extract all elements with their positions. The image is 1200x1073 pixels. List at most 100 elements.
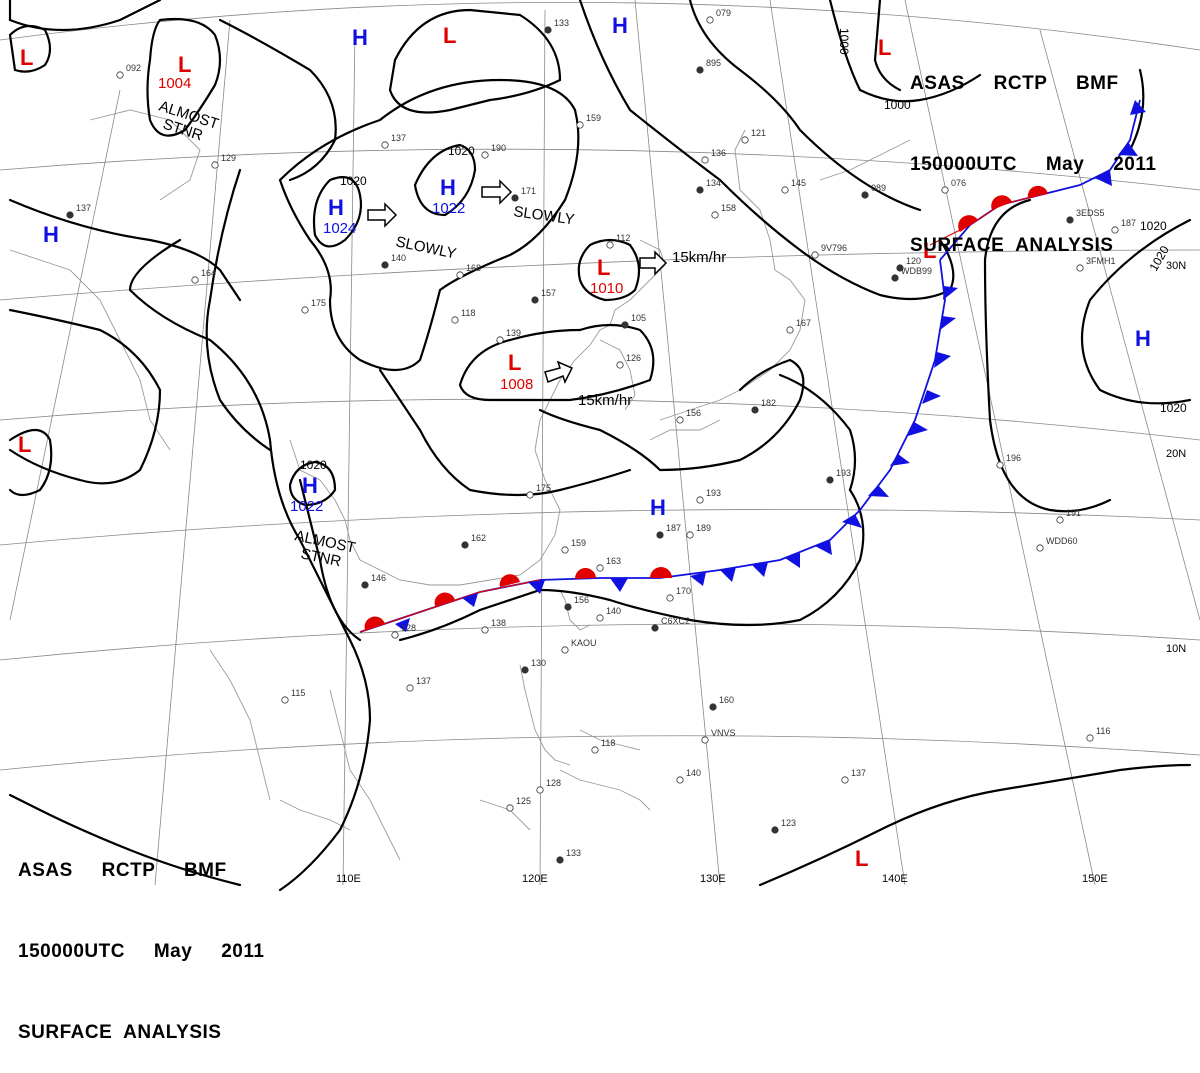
station-value: 120 — [906, 256, 921, 266]
station-plots: 133 079 092 895 159 190 171 137 129 137 164 175 140 1… — [66, 8, 1136, 864]
low-pressure-value: 1004 — [158, 75, 191, 92]
low-pressure-symbol: L — [878, 35, 891, 60]
high-pressure-value: 1022 — [432, 200, 465, 217]
high-pressure-symbol: H — [352, 25, 368, 50]
high-pressure-value: 1024 — [323, 220, 356, 237]
coastlines — [9, 109, 911, 861]
station-circle — [676, 776, 684, 784]
station-value: 145 — [791, 178, 806, 188]
station-circle — [591, 746, 599, 754]
station-circle — [696, 66, 704, 74]
high-pressure-symbol: H — [328, 195, 344, 220]
high-pressure-symbol: H — [302, 473, 318, 498]
movement-note: 15km/hr — [672, 249, 726, 266]
low-pressure-symbol: L — [508, 350, 521, 375]
station-value: 139 — [506, 328, 521, 338]
station-circle — [526, 491, 534, 499]
longitude-label: 140E — [882, 873, 908, 885]
header-top-right: ASAS RCTP BMF 150000UTC May 2011 SURFACE… — [910, 16, 1156, 286]
station-value: 130 — [531, 658, 546, 668]
station-value: 3EDS5 — [1076, 208, 1105, 218]
station-circle — [941, 186, 949, 194]
motion-arrows — [367, 179, 668, 384]
station-value: WDB99 — [901, 266, 932, 276]
isobar-label: 1020 — [340, 174, 367, 188]
low-pressure-symbol: L — [855, 846, 868, 871]
station-circle — [451, 316, 459, 324]
station-circle — [1086, 734, 1094, 742]
station-circle — [536, 786, 544, 794]
latitude-label: 30N — [1166, 260, 1186, 272]
isobar-label: 1020 — [1160, 401, 1187, 415]
station-circle — [891, 274, 899, 282]
station-circle — [711, 211, 719, 219]
station-value: 138 — [491, 618, 506, 628]
isobars — [8, 0, 1192, 892]
station-circle — [841, 776, 849, 784]
station-circle — [1111, 226, 1119, 234]
station-value: 125 — [516, 796, 531, 806]
station-value: WDD60 — [1046, 536, 1078, 546]
station-value: 140 — [391, 253, 406, 263]
high-pressure-symbol: H — [612, 13, 628, 38]
station-value: 193 — [836, 468, 851, 478]
low-pressure-symbol: L — [597, 255, 610, 280]
station-circle — [406, 684, 414, 692]
cold-front-marks — [395, 100, 1146, 632]
station-circle — [621, 321, 629, 329]
station-value: 168 — [466, 263, 481, 273]
station-circle — [301, 306, 309, 314]
station-value: 126 — [626, 353, 641, 363]
station-value: 182 — [761, 398, 776, 408]
station-circle — [381, 141, 389, 149]
station-value: KAOU — [571, 638, 597, 648]
station-circle — [481, 151, 489, 159]
high-pressure-value: 1022 — [290, 498, 323, 515]
station-value: 128 — [546, 778, 561, 788]
station-circle — [996, 461, 1004, 469]
station-circle — [751, 406, 759, 414]
station-value: 160 — [719, 695, 734, 705]
header-line2: 150000UTC May 2011 — [910, 154, 1157, 175]
station-value: 187 — [666, 523, 681, 533]
station-circle — [1056, 516, 1064, 524]
station-value: 163 — [606, 556, 621, 566]
pressure-systems: H 1024 H 1022 H 1022 H H H H H L 1004 L … — [18, 13, 1151, 871]
station-circle — [709, 703, 717, 711]
station-circle — [656, 531, 664, 539]
low-pressure-symbol: L — [923, 238, 936, 263]
station-value: 092 — [126, 63, 141, 73]
station-circle — [506, 804, 514, 812]
high-pressure-symbol: H — [1135, 326, 1151, 351]
station-value: 156 — [574, 595, 589, 605]
station-circle — [786, 326, 794, 334]
station-value: 079 — [716, 8, 731, 18]
station-value: 134 — [706, 178, 721, 188]
longitude-label: 150E — [1082, 873, 1108, 885]
station-value: 105 — [631, 313, 646, 323]
station-value: 133 — [554, 18, 569, 28]
station-circle — [281, 696, 289, 704]
station-circle — [456, 271, 464, 279]
movement-arrow — [639, 250, 668, 276]
low-pressure-symbol: L — [178, 52, 191, 77]
station-circle — [391, 631, 399, 639]
station-value: C6XC2 — [661, 616, 690, 626]
grid-labels: 110E 120E 130E 140E 150E 30N 20N 10N — [336, 260, 1186, 885]
station-value: 118 — [461, 308, 475, 318]
movement-note: 15km/hr — [578, 392, 632, 409]
station-value: 189 — [696, 523, 711, 533]
low-pressure-value: 1010 — [590, 280, 623, 297]
station-value: 137 — [76, 203, 91, 213]
station-circle — [771, 826, 779, 834]
station-circle — [1066, 216, 1074, 224]
isobar-label: 1000 — [837, 28, 851, 55]
station-value: 175 — [536, 483, 551, 493]
station-value: VNVS — [711, 728, 736, 738]
station-value: 115 — [291, 688, 305, 698]
station-circle — [651, 624, 659, 632]
station-value: 193 — [706, 488, 721, 498]
station-circle — [361, 581, 369, 589]
station-value: 157 — [541, 288, 556, 298]
header-line1: ASAS RCTP BMF — [910, 73, 1119, 94]
